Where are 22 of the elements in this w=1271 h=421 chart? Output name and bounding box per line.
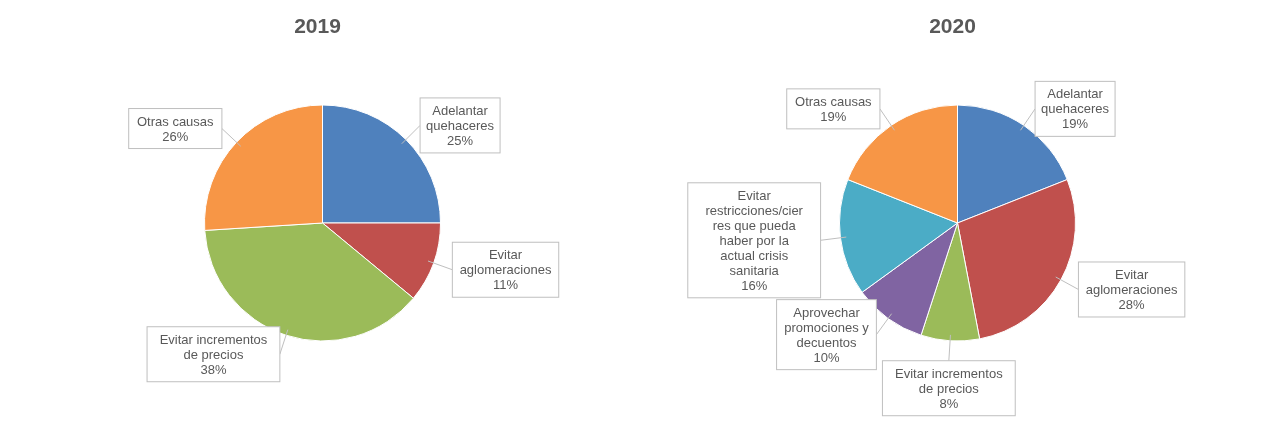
data-label: 26% — [162, 128, 189, 144]
data-label: 11% — [493, 277, 519, 293]
slice-label: Otras causas — [137, 113, 215, 129]
slice-label: Evitar incrementos de precios — [895, 365, 1004, 396]
slice-label: Evitar restricciones/cierres que pueda haber por la actual crisis sanitaria — [705, 187, 804, 278]
data-label: 19% — [820, 108, 847, 124]
slice-label: Aprovechar promociones y decuentos — [784, 304, 870, 350]
chart-title: 2019 — [293, 14, 342, 38]
data-label: 16% — [741, 277, 768, 293]
data-label: 19% — [1062, 116, 1089, 132]
chart-title: 2020 — [928, 14, 977, 38]
data-label: 25% — [447, 132, 474, 148]
slice-label: Evitar incrementos de precios — [159, 331, 268, 362]
slice-label: Evitar aglomeraciones — [459, 247, 552, 278]
slice-label: Adelantar quehaceres — [426, 102, 495, 133]
slice-label: Adelantar quehaceres — [1041, 86, 1110, 117]
slice-label: Evitar aglomeraciones — [1085, 266, 1179, 297]
data-label: 38% — [200, 361, 227, 377]
data-label: 28% — [1118, 296, 1146, 312]
data-label: 8% — [939, 395, 959, 411]
data-label: 10% — [813, 349, 840, 365]
slice-label: Otras causas — [795, 93, 873, 109]
